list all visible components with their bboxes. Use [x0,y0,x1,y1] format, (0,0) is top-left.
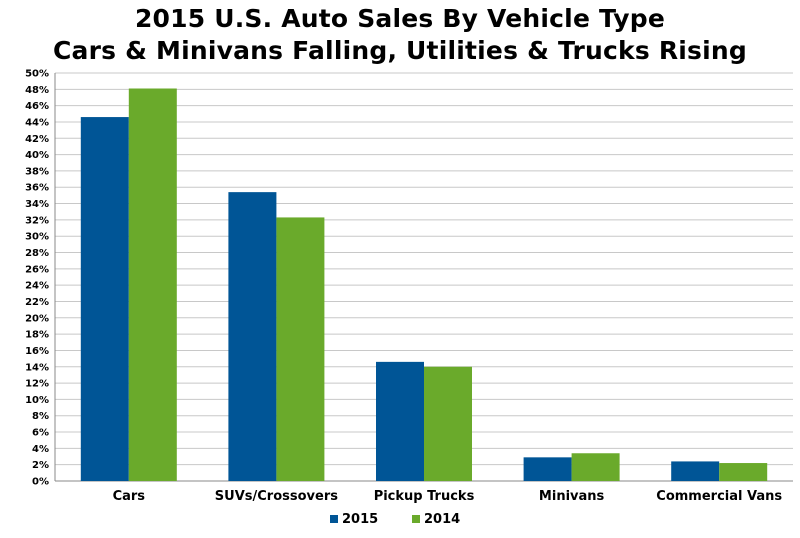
y-tick-label: 42% [25,134,49,145]
y-tick-label: 22% [25,297,49,308]
y-tick-label: 0% [32,477,49,488]
legend-swatch-2014 [412,515,420,523]
x-tick-label: SUVs/Crossovers [215,489,338,504]
y-tick-label: 28% [25,248,49,259]
y-tick-label: 12% [25,379,49,390]
y-tick-label: 46% [25,101,49,112]
bar-2014-pickup-trucks [424,366,472,481]
x-tick-label: Commercial Vans [656,489,782,504]
y-tick-label: 44% [25,117,49,128]
y-tick-label: 8% [32,411,49,422]
x-tick-label: Minivans [539,489,605,504]
y-tick-label: 24% [25,281,49,292]
y-tick-label: 48% [25,85,49,96]
y-tick-label: 18% [25,330,49,341]
chart-title: 2015 U.S. Auto Sales By Vehicle Type [134,4,666,33]
x-tick-label: Cars [113,489,146,504]
legend-swatch-2015 [330,515,338,523]
y-tick-label: 16% [25,346,49,357]
y-tick-label: 20% [25,313,49,324]
y-tick-label: 40% [25,150,49,161]
y-tick-label: 26% [25,264,49,275]
chart-subtitle: Cars & Minivans Falling, Utilities & Tru… [52,36,748,65]
y-tick-label: 32% [25,215,49,226]
bar-2015-pickup-trucks [376,361,424,481]
y-tick-label: 6% [32,428,49,439]
y-tick-label: 14% [25,362,49,373]
y-tick-label: 2% [32,460,49,471]
y-tick-label: 34% [25,199,49,210]
y-tick-label: 50% [25,69,49,80]
x-tick-label: Pickup Trucks [374,489,475,504]
bar-2015-cars [80,117,129,482]
bar-2014-commercial-vans [719,463,768,481]
legend-label-2014: 2014 [424,512,460,527]
y-tick-label: 38% [25,166,49,177]
bar-2014-cars [128,88,177,481]
y-tick-label: 36% [25,183,49,194]
y-tick-label: 30% [25,232,49,243]
y-tick-label: 4% [32,444,49,455]
bar-2014-suvs-crossovers [276,217,325,481]
legend-label-2015: 2015 [342,512,378,527]
bar-2015-suvs-crossovers [228,192,277,482]
y-tick-label: 10% [25,395,49,406]
bar-2015-minivans [523,457,572,481]
bar-2014-minivans [571,453,620,481]
bar-2015-commercial-vans [671,461,720,481]
